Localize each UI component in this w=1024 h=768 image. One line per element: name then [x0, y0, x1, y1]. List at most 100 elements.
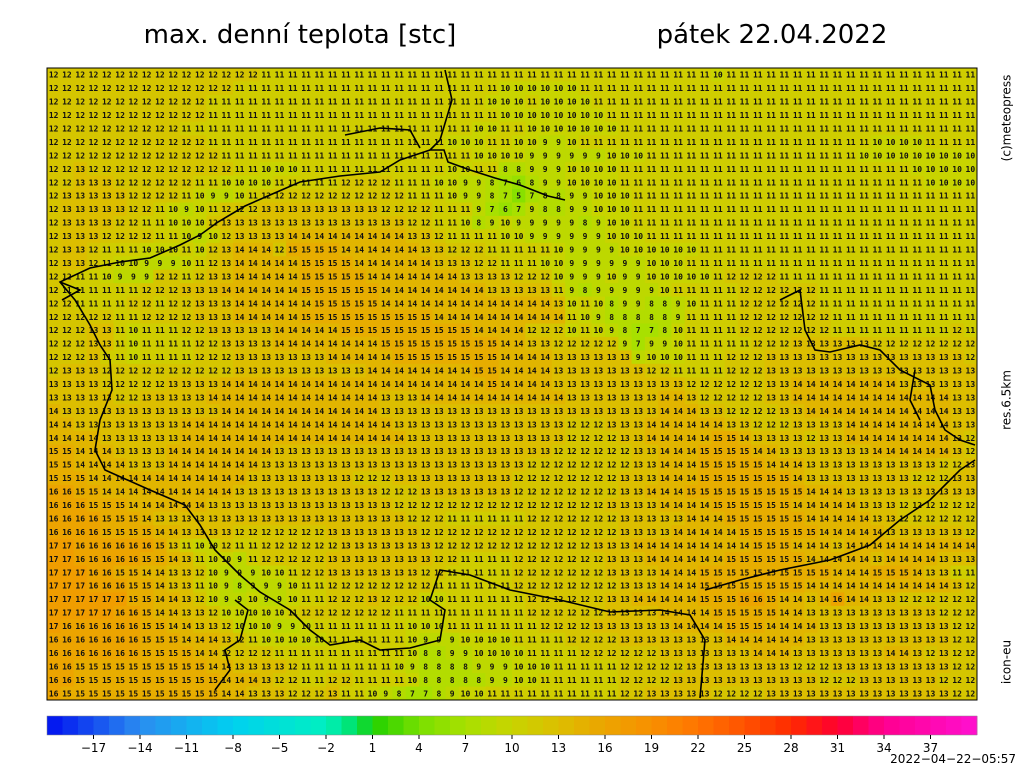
temperature-cell — [419, 81, 433, 96]
temperature-label: 11 — [873, 259, 883, 268]
temperature-label: 9 — [556, 138, 561, 147]
temperature-label: 11 — [753, 219, 763, 228]
temperature-label: 11 — [846, 205, 856, 214]
temperature-label: 13 — [793, 367, 803, 376]
temperature-label: 11 — [899, 84, 909, 93]
temperature-label: 14 — [354, 246, 364, 255]
temperature-label: 8 — [623, 313, 628, 322]
temperature-label: 11 — [408, 178, 418, 187]
temperature-label: 12 — [886, 340, 896, 349]
temperature-label: 15 — [341, 272, 351, 281]
temperature-label: 11 — [952, 84, 962, 93]
temperature-label: 15 — [381, 326, 391, 335]
temperature-label: 7 — [503, 192, 508, 201]
temperature-label: 11 — [647, 178, 657, 187]
temperature-label: 11 — [833, 286, 843, 295]
temperature-label: 14 — [275, 393, 285, 402]
temperature-label: 13 — [62, 246, 72, 255]
temperature-label: 10 — [527, 84, 537, 93]
temperature-label: 12 — [753, 326, 763, 335]
temperature-label: 14 — [408, 299, 418, 308]
temperature-cell — [259, 81, 274, 96]
temperature-label: 11 — [315, 71, 325, 80]
temperature-label: 11 — [687, 192, 697, 201]
temperature-label: 12 — [75, 151, 85, 160]
temperature-cell — [644, 81, 659, 96]
temperature-label: 11 — [833, 151, 843, 160]
temperature-label: 10 — [527, 138, 537, 147]
temperature-label: 12 — [740, 286, 750, 295]
temperature-label: 11 — [713, 299, 723, 308]
temperature-label: 11 — [261, 111, 271, 120]
temperature-label: 11 — [461, 232, 471, 241]
temperature-label: 11 — [328, 111, 338, 120]
temperature-label: 12 — [115, 84, 125, 93]
temperature-label: 11 — [740, 205, 750, 214]
temperature-label: 9 — [569, 151, 574, 160]
temperature-label: 12 — [129, 192, 139, 201]
temperature-label: 10 — [912, 138, 922, 147]
temperature-label: 13 — [115, 205, 125, 214]
temperature-label: 9 — [609, 286, 614, 295]
temperature-label: 14 — [461, 313, 471, 322]
temperature-cell — [432, 94, 447, 109]
temperature-label: 10 — [607, 178, 617, 187]
temperature-label: 13 — [328, 367, 338, 376]
temperature-label: 11 — [926, 299, 936, 308]
temperature-cell — [844, 68, 858, 82]
temperature-label: 11 — [952, 286, 962, 295]
temperature-cell — [246, 81, 261, 96]
temperature-label: 11 — [421, 192, 431, 201]
temperature-label: 11 — [700, 178, 710, 187]
temperature-label: 10 — [660, 246, 670, 255]
temperature-label: 11 — [687, 111, 697, 120]
temperature-label: 10 — [966, 165, 976, 174]
temperature-label: 10 — [607, 192, 617, 201]
temperature-cell — [910, 81, 925, 96]
temperature-label: 11 — [899, 165, 909, 174]
temperature-label: 11 — [660, 84, 670, 93]
temperature-label: 11 — [142, 219, 152, 228]
temperature-label: 10 — [514, 138, 524, 147]
temperature-label: 12 — [49, 125, 59, 134]
temperature-label: 11 — [633, 111, 643, 120]
temperature-label: 14 — [501, 380, 511, 389]
temperature-cell — [140, 81, 154, 96]
temperature-label: 12 — [168, 299, 178, 308]
temperature-label: 13 — [75, 246, 85, 255]
temperature-label: 11 — [328, 125, 338, 134]
temperature-label: 11 — [912, 286, 922, 295]
temperature-label: 14 — [354, 380, 364, 389]
temperature-label: 11 — [208, 125, 218, 134]
temperature-label: 11 — [793, 71, 803, 80]
temperature-label: 12 — [168, 111, 178, 120]
temperature-label: 13 — [846, 353, 856, 362]
temperature-label: 10 — [607, 205, 617, 214]
temperature-label: 12 — [195, 138, 205, 147]
temperature-label: 14 — [474, 313, 484, 322]
temperature-label: 9 — [530, 151, 535, 160]
temperature-label: 12 — [115, 380, 125, 389]
temperature-label: 14 — [846, 380, 856, 389]
temperature-label: 13 — [434, 246, 444, 255]
temperature-label: 12 — [354, 178, 364, 187]
temperature-label: 11 — [700, 138, 710, 147]
temperature-label: 11 — [421, 84, 431, 93]
temperature-label: 10 — [540, 125, 550, 134]
temperature-label: 11 — [700, 98, 710, 107]
temperature-label: 11 — [301, 151, 311, 160]
temperature-label: 13 — [780, 380, 790, 389]
temperature-label: 11 — [726, 151, 736, 160]
temperature-label: 11 — [846, 71, 856, 80]
temperature-label: 12 — [873, 340, 883, 349]
temperature-label: 11 — [740, 151, 750, 160]
temperature-label: 11 — [766, 232, 776, 241]
temperature-label: 11 — [580, 299, 590, 308]
temperature-label: 11 — [129, 246, 139, 255]
temperature-label: 13 — [208, 272, 218, 281]
temperature-label: 13 — [222, 340, 232, 349]
temperature-label: 14 — [341, 246, 351, 255]
temperature-cell — [47, 68, 61, 82]
temperature-label: 10 — [554, 259, 564, 268]
temperature-label: 14 — [487, 313, 497, 322]
